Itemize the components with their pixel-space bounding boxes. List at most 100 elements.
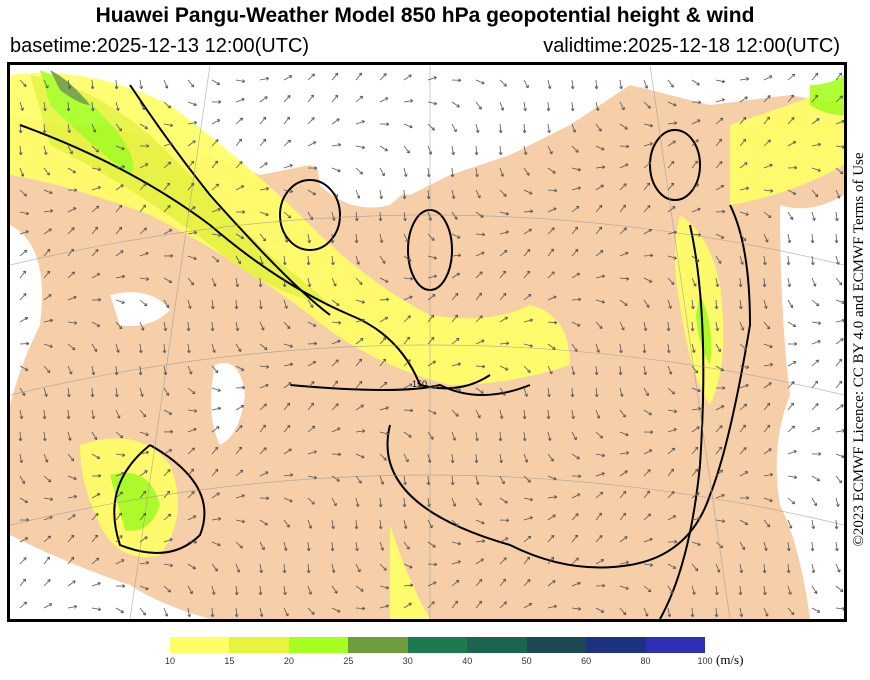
wind-arrow: [43, 167, 50, 176]
wind-arrow: [763, 497, 773, 503]
wind-arrow: [187, 387, 196, 395]
wind-arrow: [619, 607, 627, 616]
wind-arrow: [259, 383, 269, 389]
wind-arrow: [283, 585, 287, 596]
wind-arrow: [211, 207, 221, 213]
wind-arrow: [403, 383, 413, 389]
wind-arrow: [187, 540, 198, 545]
wind-arrow: [43, 497, 54, 501]
wind-arrow: [643, 277, 653, 283]
wind-arrow: [403, 602, 412, 609]
wind-arrow: [475, 251, 485, 257]
wind-arrow: [331, 277, 337, 287]
wind-arrow: [739, 519, 749, 525]
wind-arrow: [91, 297, 102, 302]
wind-arrow: [547, 123, 551, 134]
wind-arrow: [811, 585, 818, 594]
wind-arrow: [667, 387, 676, 395]
wind-arrow: [547, 167, 556, 174]
wind-arrow: [499, 578, 506, 587]
wind-arrow: [211, 233, 222, 237]
weather-map[interactable]: 150: [7, 62, 847, 622]
wind-arrow: [187, 255, 197, 261]
wind-arrow: [331, 94, 339, 103]
wind-arrow: [355, 167, 364, 175]
caspian-sea: [211, 363, 245, 445]
wind-arrow: [547, 580, 556, 587]
wind-arrow: [714, 607, 719, 618]
wind-arrow: [283, 448, 292, 455]
wind-arrow: [426, 475, 431, 486]
wind-arrow: [139, 251, 149, 257]
wind-arrow: [715, 117, 724, 125]
wind-arrow: [259, 447, 267, 455]
wind-arrow: [451, 189, 456, 200]
wind-arrow: [571, 205, 580, 213]
wind-arrow: [427, 123, 435, 131]
wind-arrow: [667, 515, 677, 521]
wind-arrow: [835, 72, 843, 81]
wind-arrow: [307, 607, 315, 615]
wind-arrow: [235, 424, 243, 433]
wind-arrow: [283, 541, 288, 551]
wind-arrow: [138, 365, 143, 376]
wind-arrow: [811, 142, 822, 147]
wind-arrow: [835, 95, 844, 103]
wind-arrow: [187, 607, 192, 618]
wind-arrow: [691, 160, 698, 169]
wind-arrow: [115, 274, 126, 279]
wind-arrow: [739, 321, 745, 331]
wind-arrow: [811, 475, 821, 482]
wind-arrow: [523, 318, 533, 323]
wind-arrow: [595, 559, 605, 565]
wind-arrow: [187, 515, 197, 521]
wind-arrow: [139, 277, 150, 281]
wind-arrow: [259, 519, 268, 526]
wind-arrow: [787, 165, 798, 170]
wind-arrow: [595, 123, 602, 132]
wind-arrow: [763, 585, 767, 596]
wind-arrow: [619, 321, 625, 331]
wind-arrow: [67, 453, 75, 462]
wind-arrow: [810, 255, 815, 266]
wind-arrow: [451, 314, 459, 323]
wind-arrow: [787, 361, 797, 367]
wind-arrow: [115, 431, 124, 439]
wind-arrow: [547, 271, 555, 279]
colorbar-tick-label: 25: [343, 656, 354, 666]
colorbar-segment: [348, 637, 408, 653]
wind-arrow: [259, 116, 267, 125]
wind-arrow: [355, 145, 366, 150]
wind-arrow: [451, 78, 462, 83]
wind-arrow: [259, 496, 270, 501]
wind-arrow: [451, 409, 459, 417]
wind-arrow: [450, 453, 455, 464]
wind-arrow: [115, 321, 123, 330]
wind-arrow: [763, 448, 772, 455]
wind-arrow: [619, 123, 628, 130]
wind-arrow: [595, 453, 606, 458]
wind-arrow: [714, 299, 719, 310]
wind-arrow: [355, 475, 362, 484]
wind-arrow: [787, 585, 792, 595]
wind-arrow: [67, 534, 75, 543]
wind-arrow: [499, 518, 510, 523]
wind-arrow: [211, 79, 221, 86]
wind-arrow: [19, 317, 29, 323]
wind-arrow: [187, 140, 196, 147]
wind-arrow: [403, 145, 410, 154]
wind-arrow: [355, 189, 361, 199]
wind-arrow: [331, 167, 341, 173]
wind-arrow: [450, 167, 455, 178]
wind-arrow: [283, 424, 291, 433]
wind-ne-core: [810, 75, 844, 115]
wind-arrow: [331, 255, 335, 266]
wind-arrow: [787, 342, 798, 346]
wind-arrow: [475, 539, 486, 544]
wind-arrow: [379, 189, 384, 200]
wind-arrow: [379, 316, 389, 323]
wind-arrow: [691, 492, 700, 499]
wind-arrow: [427, 211, 432, 221]
wind-arrow: [67, 79, 72, 90]
wind-arrow: [19, 189, 27, 197]
